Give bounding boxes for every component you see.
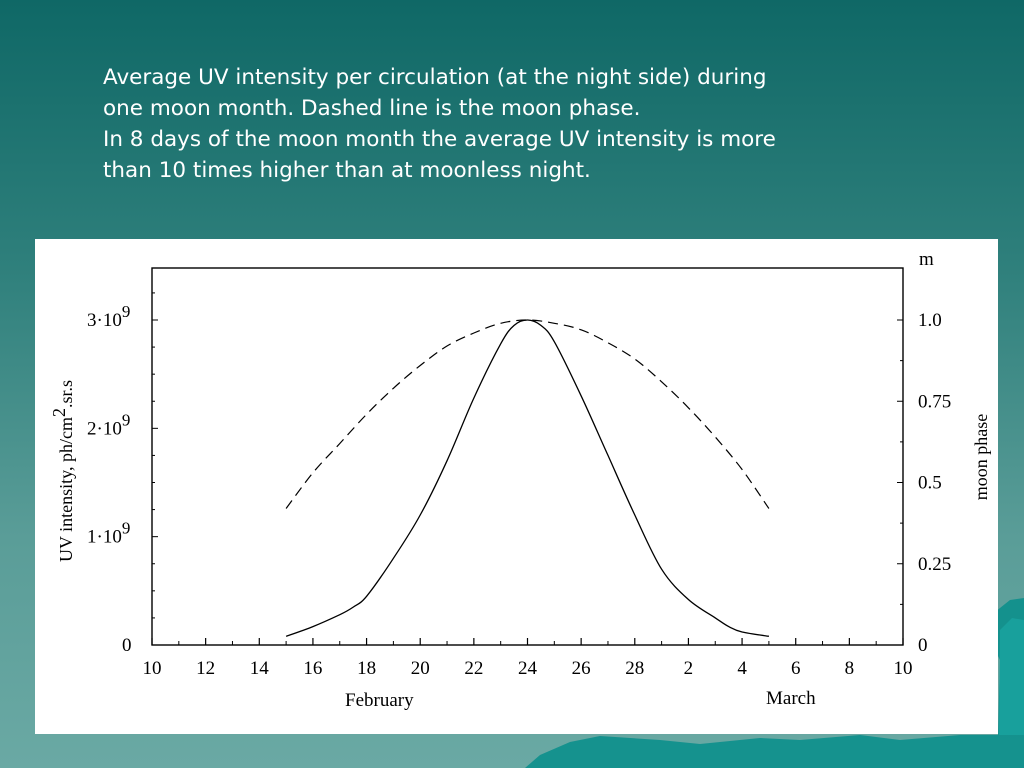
y-right-tick-label: 0.75 (918, 391, 951, 412)
y-left-tick-label: 2·109 (87, 410, 130, 439)
y-label-left-main: UV intensity, ph/cm (56, 417, 76, 562)
slide-caption: Average UV intensity per circulation (at… (103, 62, 983, 186)
x-tick-label: 24 (518, 658, 538, 679)
x-tick-label: 22 (464, 658, 483, 679)
y-label-left-tail: .sr.s (56, 380, 76, 408)
x-tick-label: 28 (625, 658, 644, 679)
caption-line-2: one moon month. Dashed line is the moon … (103, 96, 641, 121)
y-left-tick-label: 0 (122, 635, 132, 656)
caption-line-3: In 8 days of the moon month the average … (103, 127, 776, 152)
caption-line-4: than 10 times higher than at moonless ni… (103, 158, 591, 183)
x-tick-label: 14 (250, 658, 269, 679)
x-tick-label: 26 (572, 658, 591, 679)
x-tick-label: 4 (737, 658, 747, 679)
plot-frame (151, 267, 904, 646)
x-tick-label: 18 (357, 658, 376, 679)
x-tick-label: 10 (894, 658, 913, 679)
y-label-left-sup: 2 (49, 408, 69, 417)
y-right-tick-label: 0 (918, 635, 928, 656)
x-tick-label: 10 (143, 658, 162, 679)
uv-intensity-line (285, 319, 769, 637)
moon-phase-dashed-line (285, 319, 770, 509)
right-axis-title-m: m (919, 249, 934, 270)
y-right-tick-label: 0.25 (918, 554, 951, 575)
y-left-tick-label: 3·109 (87, 302, 130, 331)
y-label-left: UV intensity, ph/cm2.sr.s (49, 380, 76, 562)
chart-panel: 10 12 14 16 18 20 22 24 26 28 2 4 6 8 10 0 1·109 2·109 3·… (35, 239, 998, 734)
y-right-tick-label: 1.0 (918, 310, 942, 331)
x-label-february: February (345, 690, 414, 711)
x-tick-label: 6 (791, 658, 801, 679)
y-label-right: moon phase (971, 414, 991, 500)
caption-line-1: Average UV intensity per circulation (at… (103, 65, 767, 90)
x-tick-label: 2 (684, 658, 694, 679)
y-right-tick-label: 0.5 (918, 473, 942, 494)
x-tick-label: 16 (303, 658, 322, 679)
x-tick-label: 8 (845, 658, 855, 679)
x-label-march: March (766, 688, 816, 709)
x-tick-label: 12 (196, 658, 215, 679)
x-tick-label: 20 (411, 658, 430, 679)
y-left-tick-label: 1·109 (87, 519, 130, 548)
uv-moon-chart: 10 12 14 16 18 20 22 24 26 28 2 4 6 8 10 01·1092·1093·… (49, 249, 991, 711)
